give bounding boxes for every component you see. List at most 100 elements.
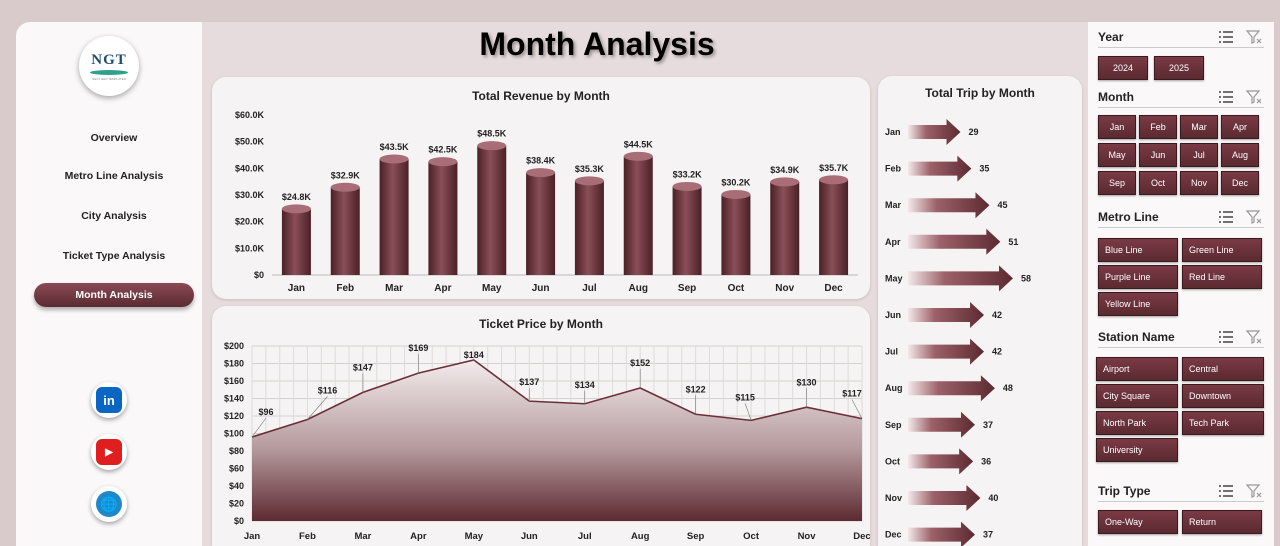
revenue-chart-card: Total Revenue by Month $0 $10.0K $20.0K $30… <box>212 77 870 299</box>
station-chip-city-square[interactable]: City Square <box>1096 384 1178 408</box>
station-chip-north-park[interactable]: North Park <box>1096 411 1178 435</box>
trip-data-label: 36 <box>981 456 991 466</box>
nav-item-overview[interactable]: Overview <box>90 132 138 144</box>
revenue-bar[interactable] <box>281 208 311 275</box>
month-chip-jul[interactable]: Jul <box>1180 143 1218 167</box>
trip-arrow-bar[interactable] <box>908 265 1013 292</box>
linkedin-button[interactable]: in <box>91 382 127 418</box>
revenue-bar-cap <box>281 204 311 214</box>
station-chip-central[interactable]: Central <box>1182 357 1264 381</box>
price-leader-line <box>307 396 328 420</box>
y-tick-label: May <box>885 273 903 283</box>
price-data-label: $117 <box>842 389 862 399</box>
trip-arrow-bar[interactable] <box>908 485 981 511</box>
clear-filter-icon[interactable] <box>1246 484 1262 498</box>
x-tick-label: Nov <box>775 283 794 294</box>
month-chip-mar[interactable]: Mar <box>1180 115 1218 139</box>
youtube-button[interactable]: ▶ <box>91 434 127 470</box>
multi-select-icon[interactable] <box>1218 30 1234 44</box>
revenue-bar-cap <box>330 182 360 192</box>
y-tick-label: Jul <box>885 347 898 357</box>
metro-chip-yellow-line[interactable]: Yellow Line <box>1098 292 1178 316</box>
y-tick-label: $140 <box>224 394 244 404</box>
year-slicer-header: Year <box>1098 28 1264 48</box>
revenue-bar[interactable] <box>770 181 800 275</box>
month-chip-jun[interactable]: Jun <box>1139 143 1177 167</box>
metro-chip-green-line[interactable]: Green Line <box>1182 238 1262 262</box>
revenue-bar[interactable] <box>574 180 604 275</box>
month-chip-aug[interactable]: Aug <box>1221 143 1259 167</box>
trip-type-slicer-title: Trip Type <box>1098 484 1151 498</box>
website-button[interactable]: 🌐 <box>91 486 127 522</box>
trip-arrow-bar[interactable] <box>908 411 975 438</box>
nav-item-city-analysis[interactable]: City Analysis <box>81 210 147 222</box>
nav-panel: NGT NEXT GEN TEMPLATES Overview Metro Li… <box>16 22 202 546</box>
multi-select-icon[interactable] <box>1218 484 1234 498</box>
trip-arrow-bar[interactable] <box>908 228 1001 255</box>
price-chart: $0 $20 $40 $60 $80 $100 $120 $140 $160 $180 $200 $9… <box>224 341 870 542</box>
trip-arrow-bar[interactable] <box>908 375 995 402</box>
station-chip-tech-park[interactable]: Tech Park <box>1182 411 1264 435</box>
slicer-panel: Year 2024 2025 Month Jan Feb Mar Apr May Jun J… <box>1088 22 1274 546</box>
y-tick-label: $40.0K <box>235 163 265 173</box>
station-chip-downtown[interactable]: Downtown <box>1182 384 1264 408</box>
metro-chip-blue-line[interactable]: Blue Line <box>1098 238 1178 262</box>
month-slicer-header: Month <box>1098 88 1264 108</box>
revenue-bar-cap <box>379 154 409 164</box>
youtube-icon: ▶ <box>96 439 122 465</box>
year-chip-2025[interactable]: 2025 <box>1154 56 1204 80</box>
revenue-bar[interactable] <box>330 187 360 275</box>
year-slicer-title: Year <box>1098 30 1124 44</box>
revenue-bar-cap <box>672 181 702 191</box>
clear-filter-icon[interactable] <box>1246 330 1262 344</box>
trip-type-chip-return[interactable]: Return <box>1182 510 1262 534</box>
revenue-bar[interactable] <box>819 179 849 275</box>
trip-arrow-bar[interactable] <box>908 155 972 182</box>
trip-arrow-bar[interactable] <box>908 302 985 328</box>
revenue-bar[interactable] <box>721 194 751 275</box>
trip-data-label: 35 <box>979 164 989 174</box>
x-tick-label: Jan <box>288 283 305 294</box>
trip-arrow-bar[interactable] <box>908 338 985 365</box>
month-chip-sep[interactable]: Sep <box>1098 171 1136 195</box>
month-chip-may[interactable]: May <box>1098 143 1136 167</box>
clear-filter-icon[interactable] <box>1246 210 1262 224</box>
trip-arrow-bar[interactable] <box>908 192 990 219</box>
nav-item-month-analysis[interactable]: Month Analysis <box>34 283 194 307</box>
revenue-bar[interactable] <box>672 186 702 275</box>
month-chip-dec[interactable]: Dec <box>1221 171 1259 195</box>
trip-arrow-bar[interactable] <box>908 119 961 145</box>
station-chip-airport[interactable]: Airport <box>1096 357 1178 381</box>
month-chip-nov[interactable]: Nov <box>1180 171 1218 195</box>
logo[interactable]: NGT NEXT GEN TEMPLATES <box>79 36 139 96</box>
trip-arrow-bar[interactable] <box>908 448 974 475</box>
revenue-bar[interactable] <box>379 159 409 275</box>
revenue-bar[interactable] <box>526 172 556 275</box>
month-chip-jan[interactable]: Jan <box>1098 115 1136 139</box>
trip-arrow-bar[interactable] <box>908 521 975 546</box>
multi-select-icon[interactable] <box>1218 210 1234 224</box>
nav-item-ticket-type-analysis[interactable]: Ticket Type Analysis <box>62 250 166 262</box>
multi-select-icon[interactable] <box>1218 90 1234 104</box>
trip-data-label: 40 <box>988 493 998 503</box>
year-chip-2024[interactable]: 2024 <box>1098 56 1148 80</box>
logo-text: NGT <box>91 51 127 68</box>
price-data-label: $169 <box>408 343 428 353</box>
multi-select-icon[interactable] <box>1218 330 1234 344</box>
clear-filter-icon[interactable] <box>1246 30 1262 44</box>
revenue-bar[interactable] <box>623 156 653 275</box>
month-chip-feb[interactable]: Feb <box>1139 115 1177 139</box>
revenue-bar[interactable] <box>477 145 507 275</box>
month-chip-apr[interactable]: Apr <box>1221 115 1259 139</box>
station-slicer-title: Station Name <box>1098 330 1175 344</box>
nav-item-metro-line-analysis[interactable]: Metro Line Analysis <box>64 170 164 182</box>
trip-type-chip-one-way[interactable]: One-Way <box>1098 510 1178 534</box>
revenue-data-label: $48.5K <box>477 129 507 139</box>
metro-chip-red-line[interactable]: Red Line <box>1182 265 1262 289</box>
clear-filter-icon[interactable] <box>1246 90 1262 104</box>
month-chip-oct[interactable]: Oct <box>1139 171 1177 195</box>
x-tick-label: Jul <box>578 531 592 542</box>
station-chip-university[interactable]: University <box>1096 438 1178 462</box>
metro-chip-purple-line[interactable]: Purple Line <box>1098 265 1178 289</box>
revenue-bar[interactable] <box>428 161 458 275</box>
